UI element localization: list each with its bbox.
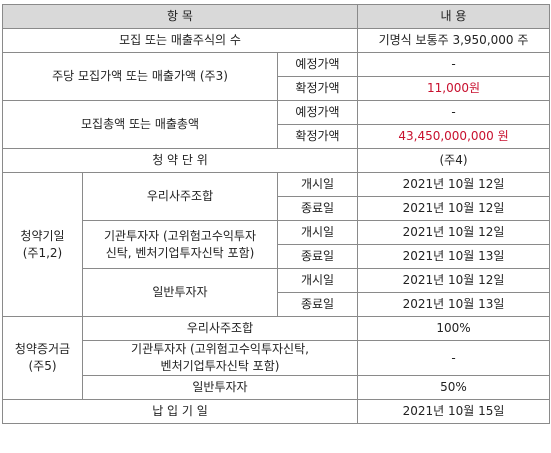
esop-end-row: 종료일 2021년 10월 12일 <box>3 196 550 221</box>
price-confirmed-label: 확정가액 <box>277 76 358 101</box>
esop-start-label: 개시일 <box>277 172 358 197</box>
payment-label: 납 입 기 일 <box>2 399 358 424</box>
payment-row: 납 입 기 일 2021년 10월 15일 <box>2 399 550 424</box>
retail-end-value: 2021년 10월 13일 <box>357 292 550 317</box>
total-confirmed-value: 43,450,000,000 원 <box>357 124 550 149</box>
institution-group-name-line2: 신탁, 벤처기업투자신탁 포함) <box>105 245 255 260</box>
deposit-retail-value: 50% <box>357 375 550 400</box>
institution-end-value: 2021년 10월 13일 <box>357 244 550 269</box>
price-label: 주당 모집가액 또는 매출가액 (주3) <box>2 52 278 101</box>
institution-end-row: 종료일 2021년 10월 13일 <box>3 244 550 269</box>
price-expected-value: - <box>357 52 550 77</box>
deposit-institution-name-line1: 기관투자자 (고위험고수익투자신탁, <box>131 342 309 356</box>
price-confirmed-row: 확정가액 11,000원 <box>3 76 550 101</box>
deposit-institution-value: - <box>357 340 550 376</box>
esop-group-name: 우리사주조합 <box>82 172 278 221</box>
offering-terms-table: 항 목 내 용 모집 또는 매출주식의 수 기명식 보통주 3,950,000 … <box>2 4 550 424</box>
total-confirmed-row: 확정가액 43,450,000,000 원 <box>3 124 550 149</box>
payment-value: 2021년 10월 15일 <box>357 399 550 424</box>
retail-start-label: 개시일 <box>277 268 358 293</box>
deposit-label-line1: 청약증거금 <box>14 342 71 356</box>
price-expected-row: 주당 모집가액 또는 매출가액 (주3) 예정가액 - <box>2 52 550 101</box>
deposit-institution-row: 기관투자자 (고위험고수익투자신탁, 벤처기업투자신탁 포함) - <box>3 340 550 376</box>
shares-value: 기명식 보통주 3,950,000 주 <box>357 28 550 53</box>
total-label: 모집총액 또는 매출총액 <box>2 100 278 149</box>
header-row: 항 목 내 용 <box>2 4 550 29</box>
esop-start-row: 청약기일 (주1,2) 우리사주조합 개시일 2021년 10월 12일 <box>2 172 550 317</box>
esop-end-value: 2021년 10월 12일 <box>357 196 550 221</box>
esop-end-label: 종료일 <box>277 196 358 221</box>
deposit-label-line2: (주5) <box>28 359 57 373</box>
total-expected-row: 모집총액 또는 매출총액 예정가액 - <box>2 100 550 149</box>
deposit-institution-name-line2: 벤처기업투자신탁 포함) <box>160 359 280 373</box>
header-content: 내 용 <box>357 4 550 29</box>
deposit-esop-value: 100% <box>357 316 550 341</box>
retail-start-row: 일반투자자 개시일 2021년 10월 12일 <box>3 268 550 317</box>
unit-label: 청 약 단 위 <box>2 148 358 173</box>
institution-group-name-line1: 기관투자자 (고위험고수익투자 <box>103 228 257 243</box>
institution-start-row: 기관투자자 (고위험고수익투자 신탁, 벤처기업투자신탁 포함) 개시일 202… <box>3 220 550 269</box>
deposit-label: 청약증거금 (주5) <box>2 316 83 400</box>
retail-start-value: 2021년 10월 12일 <box>357 268 550 293</box>
total-expected-label: 예정가액 <box>277 100 358 125</box>
price-expected-label: 예정가액 <box>277 52 358 77</box>
deposit-retail-row: 일반투자자 50% <box>3 375 550 400</box>
deposit-esop-row: 청약증거금 (주5) 우리사주조합 100% <box>2 316 550 400</box>
deposit-institution-name: 기관투자자 (고위험고수익투자신탁, 벤처기업투자신탁 포함) <box>82 340 358 376</box>
unit-row: 청 약 단 위 (주4) <box>2 148 550 173</box>
unit-value: (주4) <box>357 148 550 173</box>
retail-group-name: 일반투자자 <box>82 268 278 317</box>
subscription-date-label-line2: (주1,2) <box>22 245 63 260</box>
header-item: 항 목 <box>2 4 358 29</box>
institution-start-label: 개시일 <box>277 220 358 245</box>
shares-label: 모집 또는 매출주식의 수 <box>2 28 358 53</box>
price-confirmed-value: 11,000원 <box>357 76 550 101</box>
shares-row: 모집 또는 매출주식의 수 기명식 보통주 3,950,000 주 <box>2 28 550 53</box>
institution-end-label: 종료일 <box>277 244 358 269</box>
institution-start-value: 2021년 10월 12일 <box>357 220 550 245</box>
esop-start-value: 2021년 10월 12일 <box>357 172 550 197</box>
retail-end-label: 종료일 <box>277 292 358 317</box>
total-confirmed-label: 확정가액 <box>277 124 358 149</box>
subscription-date-label: 청약기일 (주1,2) <box>2 172 83 317</box>
retail-end-row: 종료일 2021년 10월 13일 <box>3 292 550 317</box>
subscription-date-label-line1: 청약기일 <box>20 228 65 243</box>
total-expected-value: - <box>357 100 550 125</box>
institution-group-name: 기관투자자 (고위험고수익투자 신탁, 벤처기업투자신탁 포함) <box>82 220 278 269</box>
deposit-esop-name: 우리사주조합 <box>82 316 358 341</box>
deposit-retail-name: 일반투자자 <box>82 375 358 400</box>
